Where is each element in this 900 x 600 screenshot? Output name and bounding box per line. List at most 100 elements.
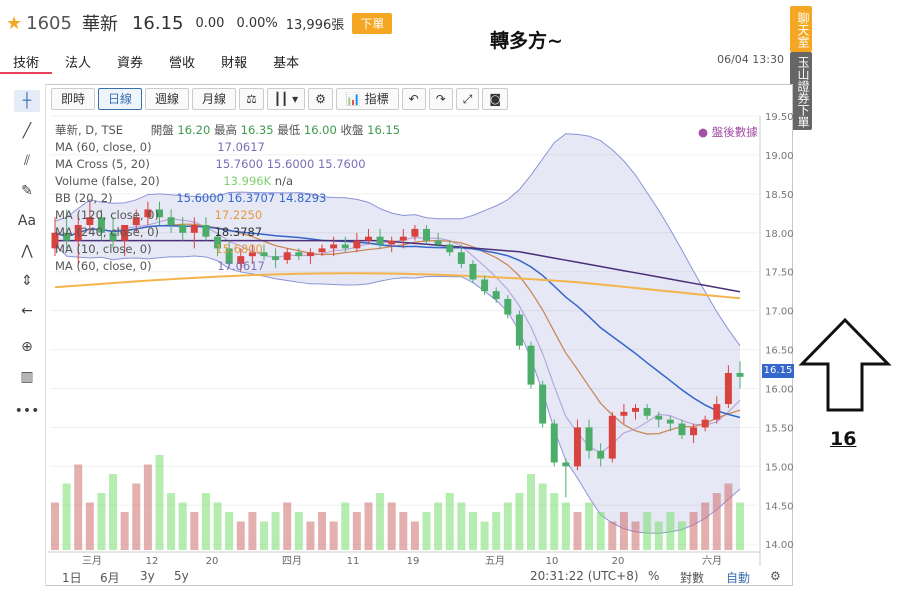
range-1d-button[interactable]: 1日 xyxy=(62,571,82,585)
screenshot-camera-icon[interactable]: ◙ xyxy=(482,88,509,110)
tab-institutional[interactable]: 法人 xyxy=(65,56,92,71)
compare-scale-icon[interactable]: ⚖ xyxy=(239,88,264,110)
candle-body xyxy=(260,252,268,257)
tab-revenue[interactable]: 營收 xyxy=(169,56,196,71)
legend-ma60[interactable]: MA (60, close, 0) 17.0617 xyxy=(55,139,400,156)
range-5y-button[interactable]: 5y xyxy=(174,569,189,583)
broker-order-button[interactable]: 玉山證券下單 xyxy=(790,52,812,130)
volume-bar xyxy=(155,455,164,550)
redo-icon[interactable]: ↷ xyxy=(428,88,453,110)
candle-body xyxy=(376,236,384,245)
legend-ma240[interactable]: MA (240, close, 0) 18.3787 xyxy=(55,224,400,241)
volume-bar xyxy=(341,502,350,550)
candle-body xyxy=(515,314,523,346)
legend-ma120-value: 17.2250 xyxy=(214,208,263,222)
range-3y-button[interactable]: 3y xyxy=(140,569,155,583)
legend-bb[interactable]: BB (20, 2) 15.6000 16.3707 14.8293 xyxy=(55,190,400,207)
percent-scale-button[interactable]: % xyxy=(648,569,660,583)
indicators-button[interactable]: 📊 指標 xyxy=(335,88,399,110)
volume-bar xyxy=(271,512,280,550)
candle-style-icon[interactable]: ┃┃ ▾ xyxy=(266,88,306,110)
candle-body xyxy=(237,256,245,264)
volume-bar xyxy=(631,521,640,550)
monthly-button[interactable]: 月線 xyxy=(192,88,237,110)
legend-ma120[interactable]: MA (120, close, 0) 17.2250 xyxy=(55,207,400,224)
undo-icon[interactable]: ↶ xyxy=(401,88,426,110)
y-tick-label: 17.00 xyxy=(765,307,794,318)
candle-body xyxy=(562,462,570,467)
after-hours-data-toggle[interactable]: ● 盤後數據 xyxy=(698,125,758,139)
tab-technical[interactable]: 技術 xyxy=(0,50,53,74)
legend-macross[interactable]: MA Cross (5, 20) 15.7600 15.6000 15.7600 xyxy=(55,156,400,173)
candle-body xyxy=(121,225,129,241)
bottom-bar: 1日 6月 3y 5y 20:31:22 (UTC+8) % 對數 自動 ⚙ xyxy=(48,568,792,586)
volume-bar xyxy=(538,483,547,550)
x-tick-label: 20 xyxy=(206,556,219,567)
legend-ma60b[interactable]: MA (60, close, 0) 17.0617 xyxy=(55,258,400,275)
measure-ruler-icon[interactable]: ▥ xyxy=(20,369,34,385)
trend-line-icon[interactable]: ╱ xyxy=(22,123,32,139)
candle-body xyxy=(597,450,605,459)
order-button[interactable]: 下單 xyxy=(352,12,393,34)
volume-bar xyxy=(712,493,721,550)
volume-bar xyxy=(457,502,466,550)
tab-margin[interactable]: 資券 xyxy=(117,56,144,71)
candle-body xyxy=(492,291,500,299)
weekly-button[interactable]: 週線 xyxy=(145,88,190,110)
candle-body xyxy=(434,240,442,245)
pattern-tool-icon[interactable]: ⋀ xyxy=(21,243,33,259)
volume-bar xyxy=(677,521,686,550)
chat-room-button[interactable]: 聊天室 xyxy=(790,6,812,52)
arrow-left-icon[interactable]: ← xyxy=(21,303,33,319)
measure-tool-icon[interactable]: ⇕ xyxy=(21,273,33,289)
fib-tool-icon[interactable]: ⫽ xyxy=(23,153,31,169)
text-tool-icon[interactable]: Aa xyxy=(17,213,37,229)
candle-body xyxy=(632,407,640,412)
candle-body xyxy=(155,209,163,218)
quote-datetime: 06/04 13:30 xyxy=(717,53,784,66)
y-tick-label: 14.50 xyxy=(765,501,794,512)
legend-volume[interactable]: Volume (false, 20) 13.996K n/a xyxy=(55,173,400,190)
ma20-line xyxy=(54,224,741,419)
y-tick-label: 16.50 xyxy=(765,346,794,357)
crosshair-icon[interactable]: ┼ xyxy=(14,90,40,112)
legend-ma60-label: MA (60, close, 0) xyxy=(55,140,152,154)
ma120-line xyxy=(54,272,741,300)
stock-price: 16.15 xyxy=(131,12,184,34)
range-6m-button[interactable]: 6月 xyxy=(100,571,120,585)
brush-icon[interactable]: ✎ xyxy=(21,183,33,199)
candle-body xyxy=(573,427,581,467)
legend-ma10-value: 15.6800 xyxy=(215,242,263,256)
legend-low: 16.00 xyxy=(303,123,337,137)
candle-body xyxy=(504,298,512,315)
zoom-in-icon[interactable]: ⊕ xyxy=(21,339,33,355)
fullscreen-icon[interactable]: ⤢ xyxy=(455,88,480,110)
settings-gear-icon[interactable]: ⚙ xyxy=(308,88,333,110)
volume-bar xyxy=(306,521,315,550)
volume-bar xyxy=(410,521,419,550)
tab-financials[interactable]: 財報 xyxy=(221,56,248,71)
log-scale-button[interactable]: 對數 xyxy=(680,571,705,585)
legend-open-label: 開盤 xyxy=(150,123,174,137)
volume-bar xyxy=(643,512,652,550)
favorite-star-icon[interactable]: ★ xyxy=(6,12,23,34)
y-tick-label: 18.00 xyxy=(765,229,794,240)
y-tick-label: 18.50 xyxy=(765,190,794,201)
chart-toolbar: 即時 日線 週線 月線 ⚖ ┃┃ ▾ ⚙ 📊 指標 ↶ ↷ ⤢ ◙ xyxy=(48,86,792,112)
auto-scale-button[interactable]: 自動 xyxy=(726,571,751,585)
tab-basic[interactable]: 基本 xyxy=(273,56,300,71)
candle-body xyxy=(481,279,489,292)
volume-bar xyxy=(201,493,210,550)
chart-settings-icon[interactable]: ⚙ xyxy=(770,569,781,583)
more-tools-icon[interactable]: ••• xyxy=(14,403,40,419)
candle-body xyxy=(167,217,175,225)
daily-button[interactable]: 日線 xyxy=(98,88,143,110)
candle-body xyxy=(225,248,233,264)
volume-bar xyxy=(283,502,292,550)
volume-bar xyxy=(550,493,559,550)
chart-clock: 20:31:22 (UTC+8) xyxy=(530,569,639,583)
legend-high: 16.35 xyxy=(240,123,274,137)
intraday-button[interactable]: 即時 xyxy=(51,88,96,110)
legend-ma10[interactable]: MA (10, close, 0) 15.6800 xyxy=(55,241,400,258)
